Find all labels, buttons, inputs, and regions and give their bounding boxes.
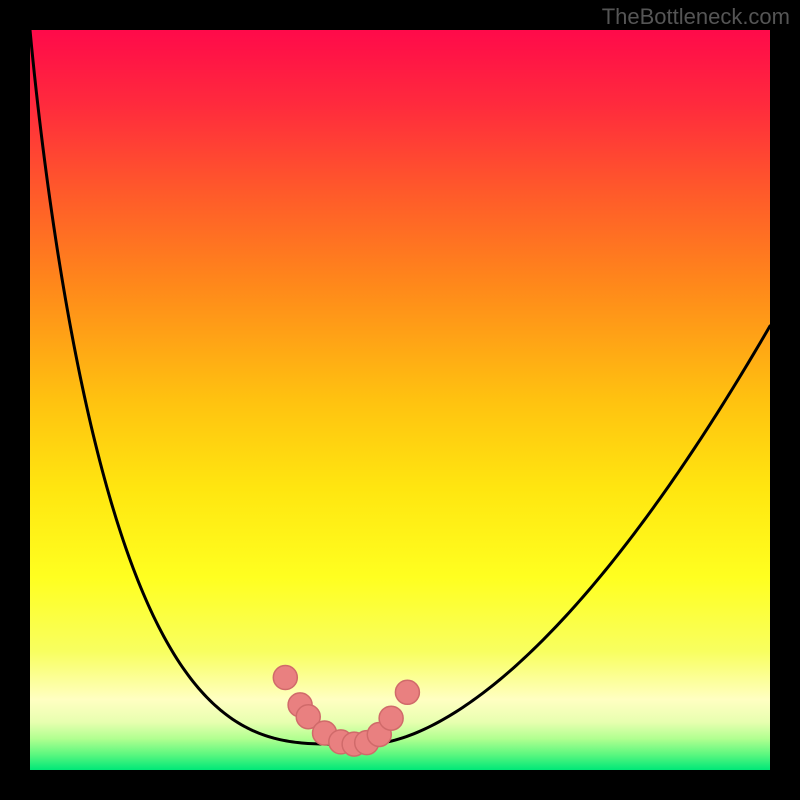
- data-marker: [395, 680, 419, 704]
- plot-background: [30, 30, 770, 770]
- chart-frame: TheBottleneck.com: [0, 0, 800, 800]
- watermark-text: TheBottleneck.com: [602, 4, 790, 30]
- data-marker: [273, 666, 297, 690]
- data-marker: [379, 706, 403, 730]
- chart-svg: [0, 0, 800, 800]
